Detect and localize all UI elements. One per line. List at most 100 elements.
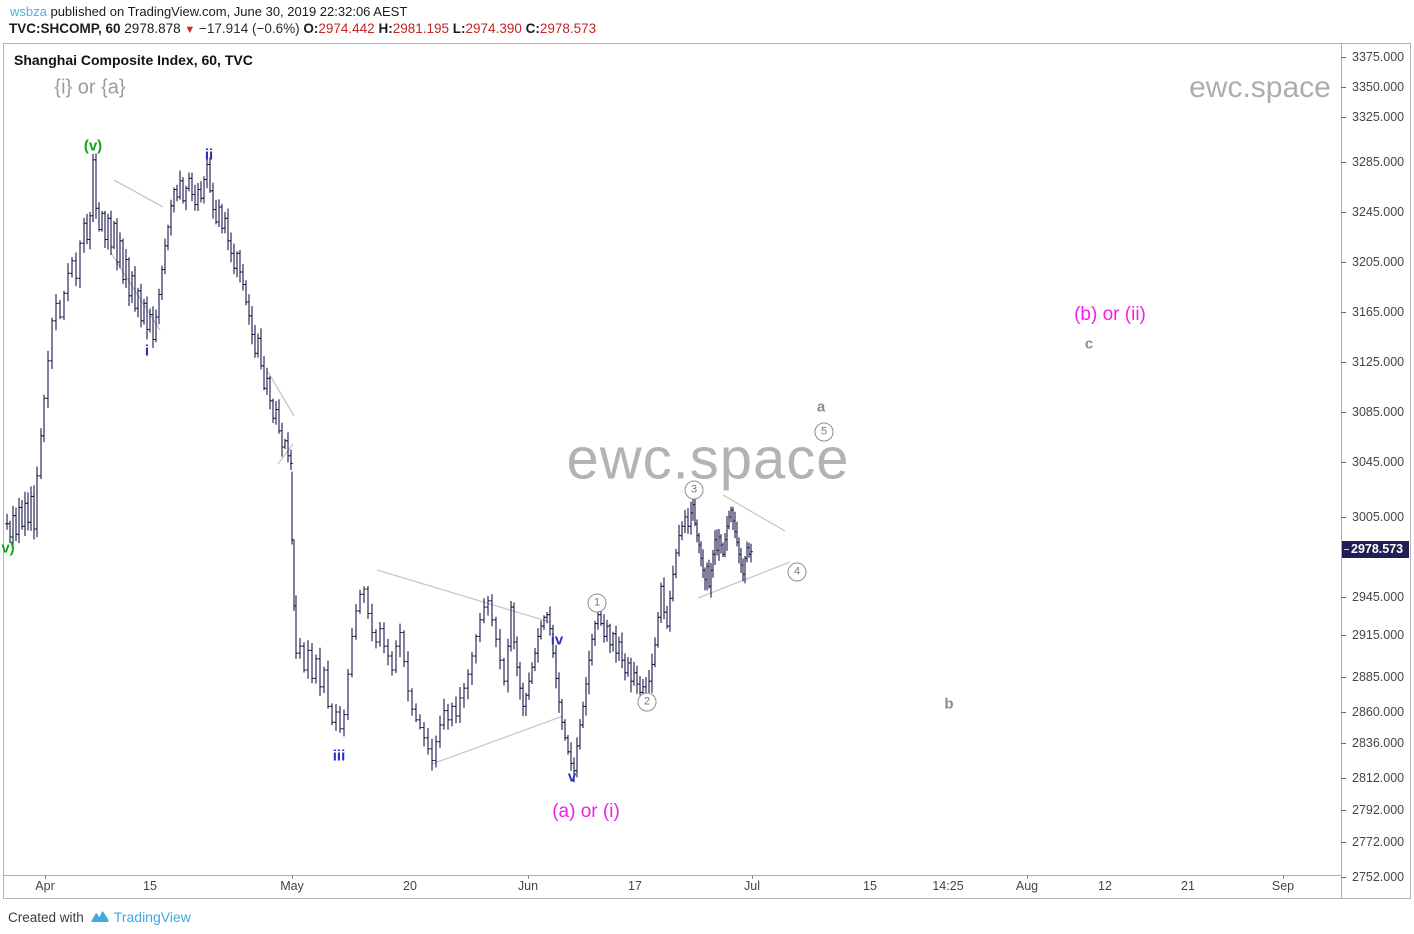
open-label: O:	[303, 21, 319, 36]
price-tick-label: 2772.000	[1352, 835, 1405, 849]
wave-label[interactable]: (a) or (i)	[552, 801, 620, 822]
price-tick-label: 3375.000	[1352, 50, 1405, 64]
price-tick-mark	[1341, 677, 1346, 678]
time-tick-mark	[292, 875, 293, 879]
price-tick-label: 3165.000	[1352, 305, 1405, 319]
byline-text: published on TradingView.com, June 30, 2…	[46, 4, 408, 19]
price-tick-label: 2945.000	[1352, 590, 1405, 604]
time-tick-label: Jul	[744, 879, 760, 893]
wave-label[interactable]: b	[944, 695, 954, 713]
time-tick-label: 20	[403, 879, 417, 893]
price-tick-label: 2792.000	[1352, 803, 1405, 817]
price-tick-label: 2885.000	[1352, 670, 1405, 684]
byline: wsbza published on TradingView.com, June…	[10, 4, 407, 19]
wave-label[interactable]: v	[567, 768, 577, 786]
price-tick-mark	[1341, 87, 1346, 88]
price-tick-label: 3125.000	[1352, 355, 1405, 369]
price-tick-mark	[1341, 162, 1346, 163]
price-tick-mark	[1341, 712, 1346, 713]
close-label: C:	[525, 21, 540, 36]
price-tick-mark	[1341, 212, 1346, 213]
price-tick-label: 2836.000	[1352, 736, 1405, 750]
wave-label[interactable]: iii	[332, 747, 346, 765]
close-value: 2978.573	[539, 21, 597, 36]
tradingview-logo-icon	[90, 911, 109, 922]
price-tick-label: 3085.000	[1352, 405, 1405, 419]
time-tick-label: 21	[1181, 879, 1195, 893]
price-tick-mark	[1341, 743, 1346, 744]
price-tick-mark	[1341, 312, 1346, 313]
price-tick-label: 3245.000	[1352, 205, 1405, 219]
footer: Created with TradingView	[8, 906, 191, 928]
low-value: 2974.390	[465, 21, 522, 36]
price-tick-mark	[1341, 517, 1346, 518]
price-tick-label: 3350.000	[1352, 80, 1405, 94]
high-label: H:	[378, 21, 393, 36]
price-tick-label: 2752.000	[1352, 870, 1405, 884]
last-price-tag: 2978.573	[1342, 541, 1409, 558]
open-value: 2974.442	[318, 21, 375, 36]
time-tick-mark	[1283, 875, 1284, 879]
watermark-center: ewc.space	[566, 426, 850, 492]
symbol-name: TVC:SHCOMP, 60	[9, 21, 121, 36]
time-tick-label: May	[280, 879, 304, 893]
time-tick-mark	[1027, 875, 1028, 879]
wave-label[interactable]: {i} or {a}	[54, 76, 126, 99]
chart-title: Shanghai Composite Index, 60, TVC	[14, 52, 253, 68]
time-tick-mark	[528, 875, 529, 879]
watermark-top-right: ewc.space	[1189, 71, 1331, 104]
price-change: −17.914 (−0.6%)	[199, 21, 300, 36]
wave-label[interactable]: iv	[550, 631, 564, 649]
wave-circle-label[interactable]: 1	[587, 593, 607, 613]
price-tick-label: 2812.000	[1352, 771, 1405, 785]
time-tick-mark	[45, 875, 46, 879]
price-tick-mark	[1341, 117, 1346, 118]
price-tick-label: 3325.000	[1352, 110, 1405, 124]
price-tick-label: 3005.000	[1352, 510, 1405, 524]
wave-circle-label[interactable]: 5	[814, 422, 834, 442]
wave-label[interactable]: (v)	[83, 137, 103, 155]
wave-label[interactable]: (b) or (ii)	[1074, 304, 1146, 325]
price-tick-mark	[1341, 362, 1346, 363]
wave-circle-label[interactable]: 2	[637, 692, 657, 712]
price-tick-mark	[1341, 778, 1346, 779]
price-tick-label: 3045.000	[1352, 455, 1405, 469]
price-tick-mark	[1341, 412, 1346, 413]
chart-frame[interactable]	[3, 43, 1411, 899]
last-price: 2978.878	[124, 21, 181, 36]
symbol-info-bar: TVC:SHCOMP, 60 2978.878 ▼ −17.914 (−0.6%…	[9, 21, 596, 36]
time-tick-label: Aug	[1015, 879, 1039, 893]
price-tick-mark	[1341, 842, 1346, 843]
high-value: 2981.195	[392, 21, 450, 36]
wave-label[interactable]: c	[1084, 335, 1094, 353]
price-tick-label: 2915.000	[1352, 628, 1405, 642]
tradingview-brand-link[interactable]: TradingView	[113, 909, 191, 925]
wave-circle-label[interactable]: 3	[684, 480, 704, 500]
price-tick-label: 3205.000	[1352, 255, 1405, 269]
time-tick-label: 14:25	[932, 879, 964, 893]
price-tick-label: 3285.000	[1352, 155, 1405, 169]
wave-label[interactable]: ii	[204, 146, 214, 164]
time-tick-label: Apr	[35, 879, 55, 893]
price-axis-separator	[1341, 43, 1342, 898]
time-tick-label: 17	[628, 879, 642, 893]
created-with-text: Created with	[8, 909, 84, 925]
wave-label[interactable]: a	[816, 398, 826, 416]
wave-label[interactable]: v)	[1, 539, 15, 557]
time-tick-label: Sep	[1271, 879, 1295, 893]
time-tick-label: 15	[863, 879, 877, 893]
price-tick-mark	[1341, 597, 1346, 598]
author-link[interactable]: wsbza	[10, 4, 47, 19]
time-tick-mark	[752, 875, 753, 879]
down-arrow-icon: ▼	[184, 24, 196, 36]
price-tick-mark	[1341, 635, 1346, 636]
time-tick-label: 12	[1098, 879, 1112, 893]
price-tick-mark	[1341, 810, 1346, 811]
wave-circle-label[interactable]: 4	[787, 562, 807, 582]
wave-label[interactable]: i	[144, 342, 150, 360]
price-tick-mark	[1341, 877, 1346, 878]
time-axis-separator	[3, 875, 1341, 876]
price-tick-mark	[1341, 462, 1346, 463]
price-tick-mark	[1341, 57, 1346, 58]
